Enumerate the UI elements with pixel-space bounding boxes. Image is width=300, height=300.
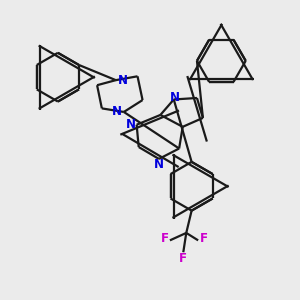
Text: N: N (118, 74, 128, 87)
Text: F: F (179, 252, 187, 265)
Text: F: F (160, 232, 169, 245)
Text: N: N (170, 92, 180, 104)
Text: N: N (154, 158, 164, 171)
Text: N: N (126, 118, 136, 131)
Text: N: N (112, 106, 122, 118)
Text: F: F (200, 232, 208, 245)
